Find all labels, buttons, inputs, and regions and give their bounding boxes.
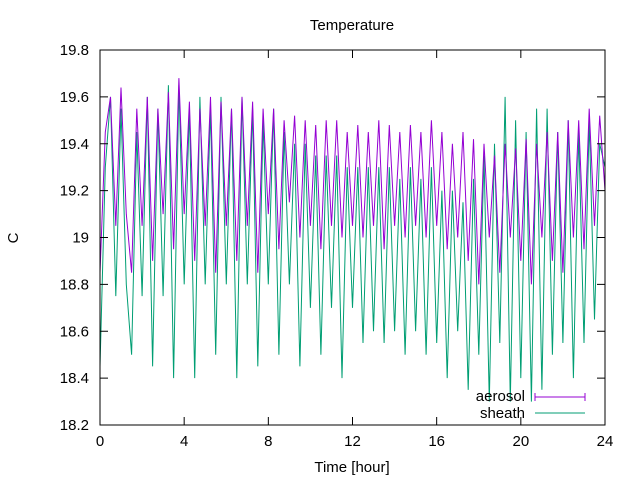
plot-area-border [99,49,606,426]
legend-label-sheath: sheath [480,405,525,422]
x-tick-label: 20 [512,433,529,450]
series-layer [99,78,606,402]
x-tick-label: 4 [180,433,188,450]
y-tick-label: 19 [72,230,89,247]
y-tick-label: 19.2 [60,183,89,200]
y-tick-label: 19.4 [60,136,89,153]
y-tick-label: 18.4 [60,370,89,387]
x-tick-label: 0 [96,433,104,450]
series-line-aerosol [99,78,606,285]
y-tick-label: 18.6 [60,323,89,340]
ticks-layer: 0 4 8 12 16 20 24 18.2 18.4 18.6 18.8 19 19.2 19.4 19.… [60,42,614,450]
y-tick-label: 19.6 [60,89,89,106]
x-tick-label: 8 [264,433,272,450]
series-line-sheath [99,85,606,402]
y-tick-label: 19.8 [60,42,89,59]
x-tick-label: 16 [428,433,445,450]
chart-title: Temperature [310,17,394,34]
y-axis-title: C [5,232,22,243]
legend-label-aerosol: aerosol [476,388,525,405]
legend: aerosol sheath [476,388,586,422]
x-tick-label: 12 [344,433,361,450]
y-tick-label: 18.8 [60,276,89,293]
x-axis-title: Time [hour] [314,459,389,476]
y-tick-label: 18.2 [60,417,89,434]
x-tick-label: 24 [597,433,614,450]
